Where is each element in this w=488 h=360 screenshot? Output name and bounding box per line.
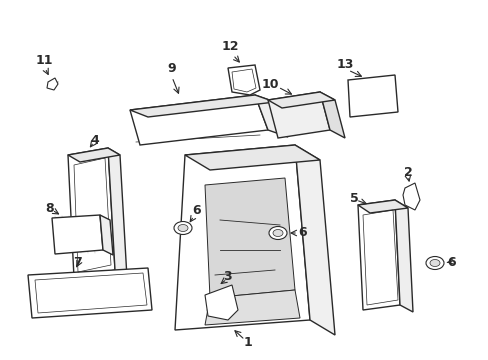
Ellipse shape	[174, 221, 192, 234]
Text: 3: 3	[223, 270, 232, 284]
Polygon shape	[28, 268, 152, 318]
Polygon shape	[68, 148, 120, 162]
Ellipse shape	[178, 225, 187, 231]
Ellipse shape	[268, 226, 286, 239]
Text: 6: 6	[298, 226, 306, 239]
Polygon shape	[52, 215, 103, 254]
Polygon shape	[130, 95, 274, 117]
Text: 13: 13	[336, 58, 353, 72]
Text: 12: 12	[221, 40, 238, 54]
Polygon shape	[204, 285, 238, 320]
Polygon shape	[184, 145, 319, 170]
Ellipse shape	[425, 256, 443, 270]
Text: 8: 8	[45, 202, 54, 215]
Polygon shape	[357, 200, 407, 213]
Polygon shape	[204, 178, 294, 298]
Polygon shape	[267, 92, 329, 138]
Polygon shape	[294, 145, 334, 335]
Text: 11: 11	[35, 54, 53, 67]
Polygon shape	[227, 65, 260, 95]
Polygon shape	[47, 78, 58, 90]
Text: 10: 10	[261, 77, 278, 90]
Polygon shape	[108, 148, 127, 278]
Polygon shape	[175, 145, 309, 330]
Ellipse shape	[272, 230, 283, 237]
Polygon shape	[319, 92, 345, 138]
Polygon shape	[357, 200, 399, 310]
Text: 5: 5	[349, 192, 358, 204]
Text: 2: 2	[403, 166, 411, 180]
Text: 6: 6	[447, 256, 455, 269]
Polygon shape	[394, 200, 412, 312]
Text: 9: 9	[167, 62, 176, 75]
Polygon shape	[68, 148, 115, 278]
Polygon shape	[130, 95, 267, 145]
Polygon shape	[100, 215, 113, 255]
Text: 6: 6	[192, 203, 201, 216]
Text: 7: 7	[74, 256, 82, 269]
Polygon shape	[267, 92, 334, 108]
Polygon shape	[204, 290, 299, 325]
Ellipse shape	[429, 260, 439, 266]
Text: 1: 1	[243, 336, 252, 348]
Polygon shape	[347, 75, 397, 117]
Polygon shape	[402, 183, 419, 210]
Polygon shape	[254, 95, 287, 137]
Text: 4: 4	[90, 134, 99, 147]
